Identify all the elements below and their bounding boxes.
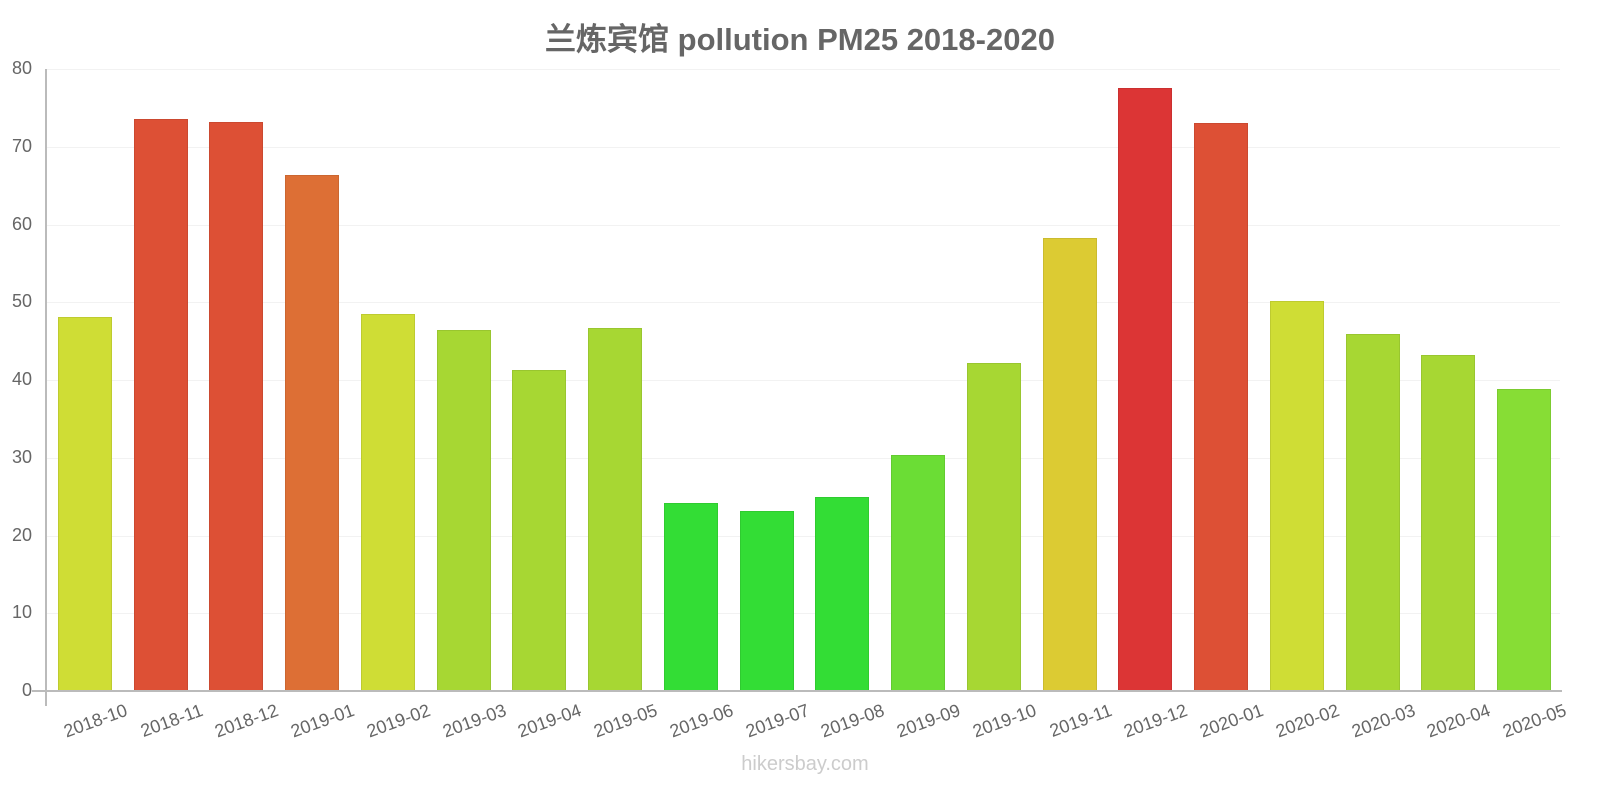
gridline	[45, 380, 1560, 381]
gridline	[45, 457, 1560, 459]
bar-2019-11[interactable]	[1042, 237, 1097, 691]
x-tick-label: 2019-05	[591, 700, 660, 742]
gridline	[45, 302, 1560, 304]
y-tick-label: 10	[11, 602, 32, 623]
y-tick-label: 80	[11, 58, 32, 78]
bar-2019-01[interactable]	[285, 174, 340, 691]
y-tick-label: 70	[11, 135, 32, 156]
bar-2020-01[interactable]	[1194, 122, 1249, 691]
plot-area	[45, 69, 1560, 691]
x-tick-label: 2019-12	[1121, 700, 1191, 742]
bar-2019-05[interactable]	[588, 327, 643, 691]
watermark: hikersbay.com	[741, 753, 869, 775]
bar-2020-03[interactable]	[1345, 334, 1400, 691]
bar-2019-07[interactable]	[739, 510, 794, 691]
x-tick-label: 2019-03	[439, 700, 509, 742]
gridline	[45, 69, 1560, 70]
bar-2020-02[interactable]	[1269, 301, 1324, 691]
bar-2018-12[interactable]	[209, 121, 264, 691]
y-axis-line	[45, 69, 47, 706]
bar-2019-02[interactable]	[360, 313, 415, 691]
bar-2018-10[interactable]	[57, 317, 112, 691]
x-tick-label: 2018-11	[137, 700, 206, 741]
y-tick-label: 50	[11, 291, 32, 312]
x-tick-label: 2020-05	[1500, 700, 1569, 742]
x-tick-label: 2019-09	[894, 700, 963, 742]
x-tick-label: 2020-02	[1272, 700, 1342, 742]
gridline	[45, 613, 1560, 615]
bar-2019-12[interactable]	[1118, 87, 1173, 691]
bar-2018-11[interactable]	[133, 118, 188, 691]
bar-2020-05[interactable]	[1497, 388, 1552, 691]
x-axis-line	[32, 690, 1562, 692]
x-tick-label: 2019-02	[363, 700, 433, 742]
bar-2020-04[interactable]	[1421, 355, 1476, 691]
y-tick-label: 20	[11, 524, 32, 545]
y-tick-label: 40	[11, 369, 32, 389]
x-tick-label: 2019-08	[818, 700, 888, 742]
y-tick-label: 30	[11, 446, 32, 467]
gridline	[45, 146, 1560, 148]
x-tick-label: 2019-04	[515, 700, 585, 742]
y-tick-label: 0	[21, 680, 32, 700]
bar-2019-06[interactable]	[663, 502, 718, 691]
bar-2019-09[interactable]	[891, 454, 946, 691]
gridline	[45, 224, 1560, 226]
x-tick-label: 2020-03	[1348, 700, 1418, 742]
x-tick-label: 2020-04	[1424, 700, 1494, 742]
x-tick-label: 2019-01	[288, 700, 357, 742]
bar-2019-10[interactable]	[966, 362, 1021, 691]
y-tick-label: 60	[11, 213, 32, 234]
bar-2019-08[interactable]	[815, 497, 870, 691]
x-tick-label: 2018-10	[60, 700, 130, 742]
x-tick-label: 2018-12	[212, 700, 282, 742]
x-tick-label: 2019-10	[969, 700, 1039, 742]
bar-2019-03[interactable]	[436, 330, 491, 691]
gridline	[45, 535, 1560, 537]
x-tick-label: 2020-01	[1197, 700, 1266, 742]
x-tick-label: 2019-06	[666, 700, 736, 742]
bar-2019-04[interactable]	[512, 369, 567, 691]
chart-title: 兰炼宾馆 pollution PM25 2018-2020	[545, 22, 1055, 57]
x-tick-label: 2019-11	[1046, 700, 1115, 741]
x-tick-label: 2019-07	[742, 700, 812, 742]
